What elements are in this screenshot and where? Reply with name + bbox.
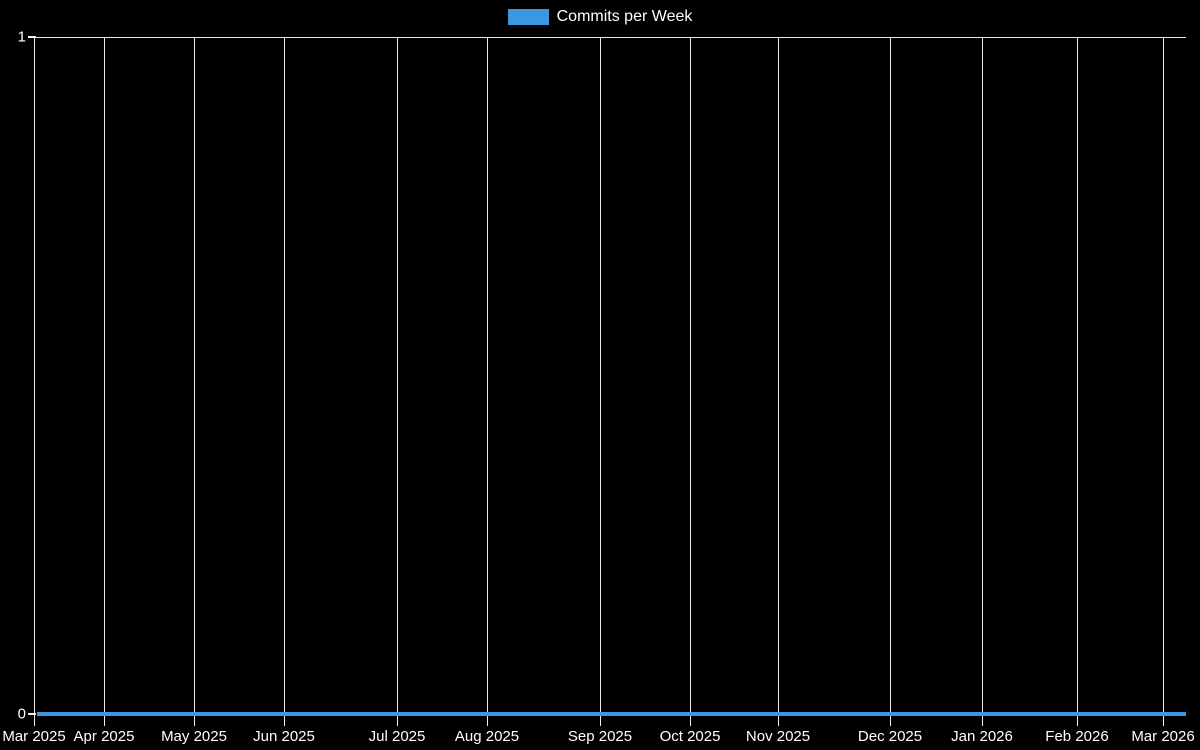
x-tick-label: Mar 2025 — [2, 728, 66, 745]
y-gridline-top — [28, 37, 1186, 38]
x-tick-label: Aug 2025 — [454, 728, 520, 745]
chart-legend[interactable]: Commits per Week — [0, 8, 1200, 26]
x-gridline — [690, 37, 691, 726]
x-tick-label: Jul 2025 — [368, 728, 426, 745]
x-gridline — [284, 37, 285, 726]
legend-label: Commits per Week — [556, 8, 693, 25]
x-tick-label: Mar 2026 — [1131, 728, 1195, 745]
x-tick-label: Nov 2025 — [745, 728, 811, 745]
x-tick-label: Dec 2025 — [857, 728, 923, 745]
x-gridline — [104, 37, 105, 726]
x-gridline — [600, 37, 601, 726]
y-axis-tick — [28, 36, 36, 38]
x-tick-label: Apr 2025 — [73, 728, 135, 745]
x-tick-label: Jun 2025 — [253, 728, 315, 745]
x-gridline — [982, 37, 983, 726]
y-tick-label-max: 1 — [17, 28, 26, 46]
x-tick-label: Oct 2025 — [659, 728, 721, 745]
x-gridline — [890, 37, 891, 726]
commits-series-line — [37, 712, 1186, 716]
x-tick-label: Feb 2026 — [1045, 728, 1109, 745]
x-gridline — [1077, 37, 1078, 726]
x-tick-label: Sep 2025 — [567, 728, 633, 745]
x-gridline — [487, 37, 488, 726]
x-tick-label: May 2025 — [161, 728, 227, 745]
y-tick-label-min: 0 — [17, 705, 26, 723]
x-gridline — [397, 37, 398, 726]
x-gridline — [34, 37, 35, 726]
x-tick-label: Jan 2026 — [951, 728, 1013, 745]
x-gridline — [778, 37, 779, 726]
x-gridline — [194, 37, 195, 726]
x-gridline — [1163, 37, 1164, 726]
y-axis-tick — [28, 713, 36, 715]
legend-swatch — [507, 9, 549, 25]
